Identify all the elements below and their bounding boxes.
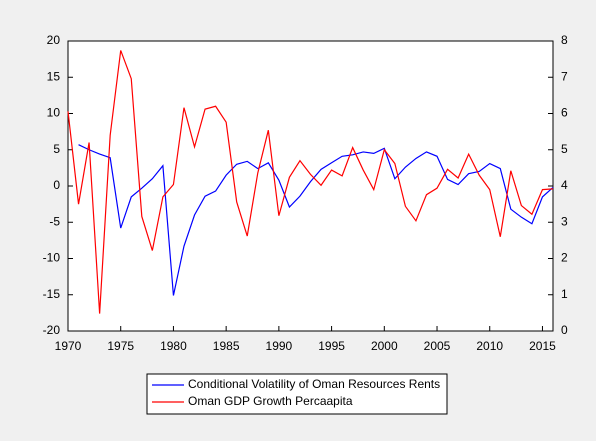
- legend-label: Conditional Volatility of Oman Resources…: [188, 377, 440, 391]
- x-tick-label: 1975: [107, 339, 134, 353]
- y-tick-label: -15: [43, 287, 61, 301]
- y2-tick-label: 6: [561, 106, 568, 120]
- y-tick-label: -10: [43, 251, 61, 265]
- y2-tick-label: 4: [561, 178, 568, 192]
- legend: [146, 373, 448, 415]
- series-line: [67, 50, 554, 314]
- y2-tick-label: 8: [561, 33, 568, 47]
- y2-tick-label: 2: [561, 251, 568, 265]
- y-tick-label: -5: [49, 214, 60, 228]
- y-tick-label: 5: [53, 142, 60, 156]
- x-tick-label: 1985: [213, 339, 240, 353]
- y2-tick-label: 5: [561, 142, 568, 156]
- x-tick-label: 1980: [160, 339, 187, 353]
- y2-tick-label: 1: [561, 287, 568, 301]
- x-tick-label: 1995: [318, 339, 345, 353]
- y2-tick-label: 7: [561, 69, 568, 83]
- y2-tick-label: 0: [561, 323, 568, 337]
- x-tick-label: 2015: [529, 339, 556, 353]
- legend-label: Oman GDP Growth Percaapita: [188, 394, 353, 408]
- y-tick-label: -20: [43, 323, 61, 337]
- plot-area: [67, 40, 554, 332]
- x-tick-label: 1990: [266, 339, 293, 353]
- x-tick-label: 2005: [424, 339, 451, 353]
- y2-tick-label: 3: [561, 214, 568, 228]
- y-tick-label: 15: [47, 69, 61, 83]
- x-tick-label: 2010: [476, 339, 503, 353]
- series-line: [78, 144, 554, 296]
- y-tick-label: 10: [47, 106, 61, 120]
- x-tick-label: 2000: [371, 339, 398, 353]
- y-tick-label: 20: [47, 33, 61, 47]
- x-tick-label: 1970: [55, 339, 82, 353]
- y-tick-label: 0: [53, 178, 60, 192]
